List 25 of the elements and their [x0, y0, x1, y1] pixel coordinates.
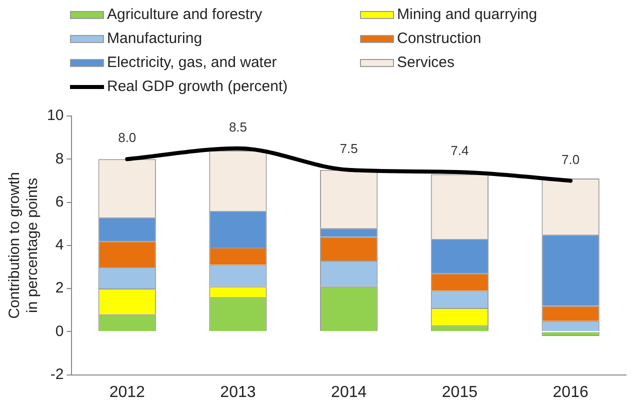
- y-axis-title: Contribution to growth in percentage points: [6, 172, 42, 319]
- y-tick-label: 6: [55, 193, 64, 210]
- legend-label: Services: [397, 54, 455, 71]
- data-label: 8.0: [118, 130, 136, 146]
- data-label: 7.0: [562, 152, 580, 167]
- legend-label: Mining and quarrying: [397, 6, 538, 23]
- y-tick-label: -2: [50, 366, 64, 383]
- legend-label: Construction: [397, 30, 482, 47]
- y-tick-label: 8: [55, 150, 64, 168]
- x-tick-label: 2014: [331, 384, 367, 401]
- legend-label: Electricity, gas, and water: [107, 54, 277, 71]
- x-tick-label: 2013: [220, 384, 256, 401]
- y-tick-label: 4: [55, 236, 64, 254]
- data-label: 7.5: [340, 140, 358, 156]
- legend-label: Manufacturing: [107, 30, 202, 47]
- data-label: 7.4: [450, 143, 469, 158]
- y-tick-label: 10: [46, 107, 64, 124]
- x-tick-label: 2012: [109, 384, 146, 401]
- x-tick-label: 2015: [442, 384, 478, 401]
- y-tick-label: 2: [55, 280, 64, 297]
- legend-label: Agriculture and forestry: [107, 6, 262, 23]
- legend-label: Real GDP growth (percent): [107, 78, 288, 95]
- x-tick-label: 2016: [552, 384, 588, 401]
- data-label: 8.5: [228, 119, 248, 134]
- y-tick-label: 0: [55, 322, 64, 340]
